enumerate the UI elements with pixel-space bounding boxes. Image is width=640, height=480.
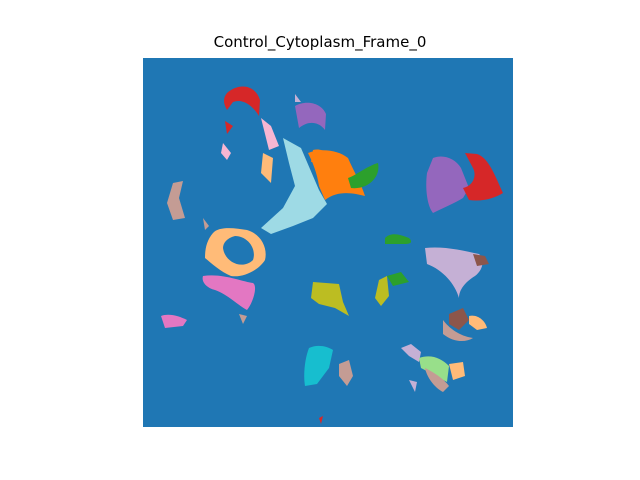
cell-region	[473, 254, 489, 266]
cell-region	[339, 360, 353, 386]
cell-region	[295, 102, 326, 130]
cell-region	[239, 314, 247, 324]
cell-region	[161, 314, 187, 328]
cell-region	[167, 181, 185, 220]
cell-region	[425, 247, 483, 298]
cell-region	[221, 143, 231, 160]
cell-region	[261, 153, 273, 183]
cell-region	[261, 138, 327, 234]
cell-region	[375, 276, 389, 306]
cell-region	[308, 150, 365, 200]
cell-region	[426, 156, 469, 213]
cell-region	[443, 320, 473, 342]
cell-region	[387, 272, 409, 286]
cell-region	[202, 275, 256, 310]
figure-title: Control_Cytoplasm_Frame_0	[213, 33, 427, 51]
cell-region	[261, 118, 279, 150]
cell-region	[311, 282, 349, 316]
cell-region	[385, 234, 412, 244]
cell-region	[295, 94, 301, 102]
cell-region	[205, 228, 266, 277]
cell-region	[409, 380, 417, 392]
cell-region	[419, 356, 449, 382]
cell-region	[401, 344, 421, 362]
cell-region	[348, 163, 379, 189]
cell-region	[449, 362, 465, 380]
cell-region	[225, 121, 233, 134]
cell-region	[449, 308, 469, 330]
cell-region	[425, 368, 449, 392]
cell-region	[469, 315, 487, 330]
cell-region	[203, 218, 209, 230]
cell-region	[463, 153, 503, 201]
cell-region	[224, 86, 260, 116]
segmentation-svg	[143, 58, 513, 427]
cell-region	[304, 345, 333, 386]
cell-region	[319, 416, 323, 424]
segmentation-image	[143, 58, 513, 427]
